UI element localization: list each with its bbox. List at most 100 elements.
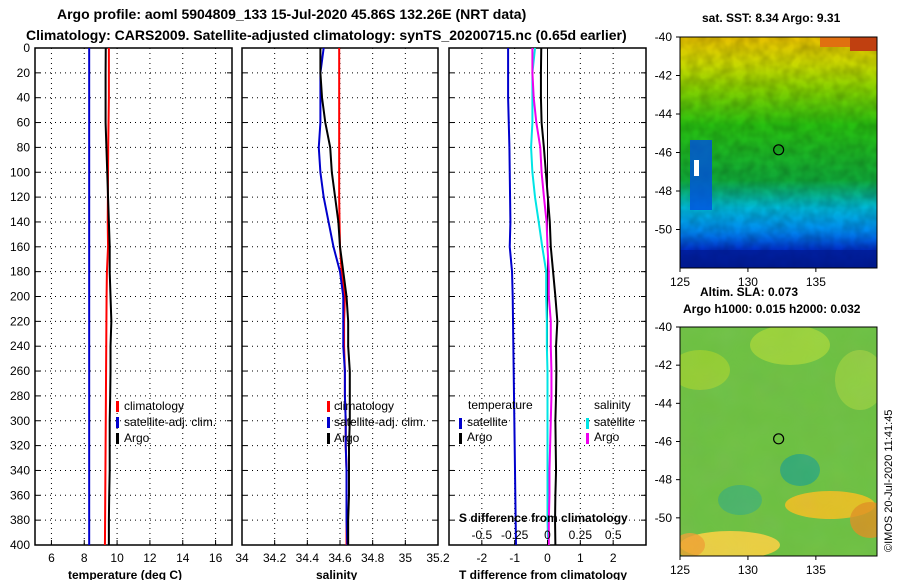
x-tick-label: 2 (610, 551, 617, 565)
depth-tick-label: 380 (10, 513, 30, 527)
legend-label-satellite: satellite-adj. clim. (124, 415, 216, 429)
x-tick-label: 34.2 (263, 551, 287, 565)
map-x-tick-label: 135 (806, 275, 826, 289)
map-x-tick-label: 130 (738, 275, 758, 289)
argo-line (104, 47, 113, 545)
depth-tick-label: 220 (10, 314, 30, 328)
x-tick-label: 34.6 (328, 551, 352, 565)
legend-label-s-satellite: satellite (594, 415, 635, 429)
x-tick-label: 35 (399, 551, 413, 565)
sst-map-image (680, 37, 877, 268)
salinity-panel: 34 34.2 34.4 34.6 34.8 35 35.2 salinity (235, 47, 450, 580)
legend-label-s-argo: Argo (594, 430, 620, 444)
map-y-tick-label: -48 (655, 473, 673, 487)
t-satellite-line (507, 48, 517, 546)
map-x-tick-label: 130 (738, 563, 758, 577)
sla-map-title: Altim. SLA: 0.073 (700, 285, 798, 299)
map-y-tick-label: -42 (655, 69, 673, 83)
imos-watermark: ©IMOS 20-Jul-2020 11:41:45 (883, 410, 895, 552)
depth-tick-label: 120 (10, 190, 30, 204)
legend-label-climatology: climatology (334, 399, 394, 413)
difference-legend: temperature salinity satellite Argo sate… (459, 398, 635, 444)
depth-tick-label: 180 (10, 265, 30, 279)
legend-swatch-satellite (327, 417, 330, 428)
difference-panel: -2 -1 0 1 2 -0.5 -0.25 0 0.25 0.5 S difference f… (448, 47, 647, 580)
depth-tick-label: 320 (10, 439, 30, 453)
legend-swatch-t-satellite (459, 418, 462, 429)
satellite-line (317, 47, 349, 546)
s-diff-tick-label: 0.25 (569, 528, 593, 542)
depth-tick-label: 20 (17, 66, 31, 80)
sst-map-panel: sat. SST: 8.34 Argo: 9.31 125 130 135 -40 -… (655, 11, 878, 289)
map-x-tick-label: 135 (806, 563, 826, 577)
x-tick-label: -1 (509, 551, 520, 565)
legend-label-argo: Argo (334, 431, 360, 445)
x-tick-label: 14 (176, 551, 190, 565)
salinity-legend: climatology satellite-adj. clim. Argo (327, 399, 426, 445)
legend-swatch-t-argo (459, 433, 462, 444)
depth-tick-label: 200 (10, 290, 30, 304)
x-tick-label: 34.4 (296, 551, 320, 565)
argo-line (319, 48, 351, 545)
depth-tick-label: 340 (10, 463, 30, 477)
x-tick-label: 34 (235, 551, 249, 565)
t-argo-line (539, 47, 559, 546)
x-tick-label: -2 (476, 551, 487, 565)
figure-title-line2: Climatology: CARS2009. Satellite-adjuste… (26, 27, 627, 43)
map-y-tick-label: -50 (655, 223, 673, 237)
depth-tick-label: 360 (10, 488, 30, 502)
map-y-tick-label: -42 (655, 358, 673, 372)
map-y-tick-label: -44 (655, 396, 673, 410)
legend-swatch-climatology (116, 401, 119, 412)
x-tick-label: 1 (577, 551, 584, 565)
difference-x-label: T difference from climatology (459, 568, 627, 580)
map-x-tick-label: 125 (670, 563, 690, 577)
argo-location-marker (773, 144, 785, 156)
legend-label-argo: Argo (124, 431, 150, 445)
depth-tick-label: 100 (10, 165, 30, 179)
x-tick-label: 0 (544, 551, 551, 565)
map-x-tick-label: 125 (670, 275, 690, 289)
sla-map-subtitle: Argo h1000: 0.015 h2000: 0.032 (683, 302, 861, 316)
legend-label-t-satellite: satellite (467, 415, 508, 429)
x-tick-label: 34.8 (361, 551, 385, 565)
legend-label-climatology: climatology (124, 399, 184, 413)
map-y-tick-label: -46 (655, 146, 673, 160)
depth-tick-label: 160 (10, 240, 30, 254)
x-tick-label: 6 (48, 551, 55, 565)
map-y-tick-label: -40 (655, 30, 673, 44)
salinity-x-label: salinity (316, 568, 358, 580)
x-tick-label: 35.2 (426, 551, 450, 565)
legend-swatch-s-argo (586, 433, 589, 444)
s-diff-tick-label: -0.5 (471, 528, 492, 542)
sla-map-image (680, 327, 877, 556)
s-diff-tick-label: 0 (544, 528, 551, 542)
temperature-panel: 6 8 10 12 14 16 temperature (deg C) (34, 47, 233, 580)
depth-tick-label: 40 (17, 91, 31, 105)
depth-tick-label: 80 (17, 140, 31, 154)
sst-map-title: sat. SST: 8.34 Argo: 9.31 (702, 11, 841, 25)
legend-label-satellite: satellite-adj. clim. (334, 415, 426, 429)
climatology-line (103, 48, 110, 546)
depth-tick-label: 280 (10, 389, 30, 403)
legend-label-t-argo: Argo (467, 430, 493, 444)
depth-tick-label: 60 (17, 116, 31, 130)
x-tick-label: 12 (143, 551, 157, 565)
depth-tick-label: 260 (10, 364, 30, 378)
legend-swatch-argo (327, 433, 330, 444)
map-y-tick-label: -46 (655, 435, 673, 449)
legend-swatch-s-satellite (586, 418, 589, 429)
s-argo-line (531, 48, 553, 545)
x-tick-label: 10 (110, 551, 124, 565)
map-y-tick-label: -44 (655, 107, 673, 121)
difference-top-x-label: S difference from climatology (459, 511, 628, 525)
depth-tick-label: 400 (10, 538, 30, 552)
map-y-tick-label: -48 (655, 184, 673, 198)
depth-tick-label: 0 (23, 41, 30, 55)
argo-location-marker (773, 433, 785, 445)
legend-swatch-satellite (116, 417, 119, 428)
s-satellite-line (530, 47, 550, 546)
legend-swatch-argo (116, 433, 119, 444)
x-tick-label: 16 (209, 551, 223, 565)
